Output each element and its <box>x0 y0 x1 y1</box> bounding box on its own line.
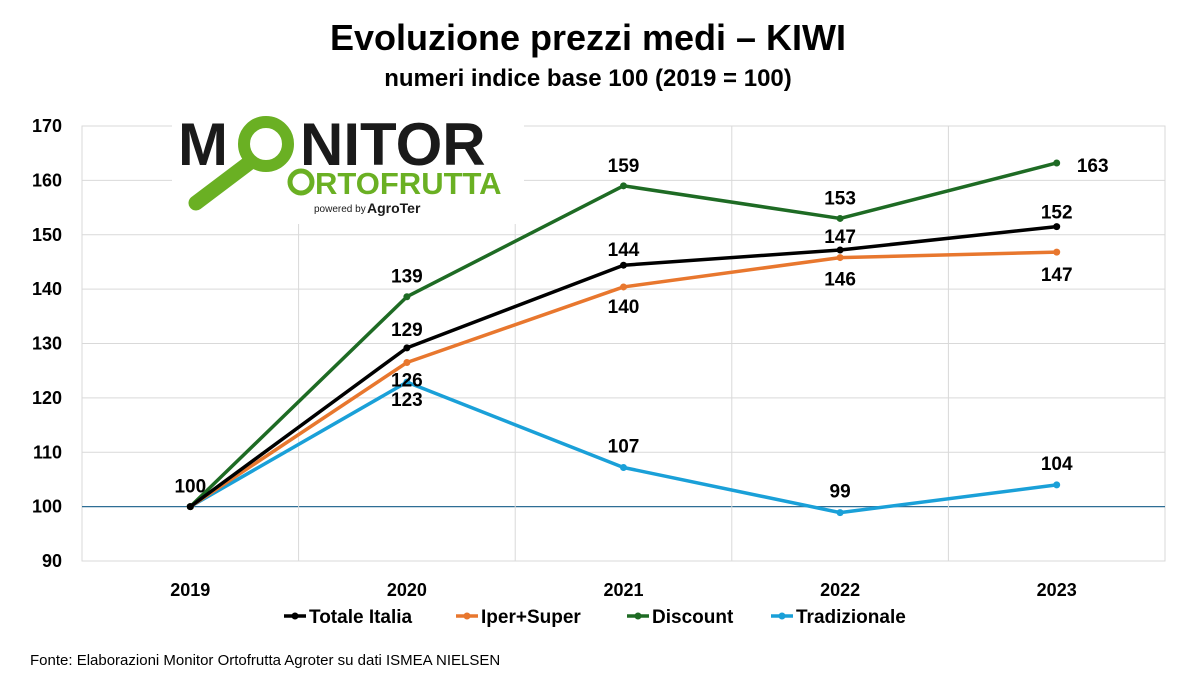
data-label: 152 <box>1041 203 1073 224</box>
data-label: 153 <box>824 188 856 209</box>
data-label: 126 <box>391 371 423 392</box>
chart-title: Evoluzione prezzi medi – KIWI <box>330 17 846 58</box>
data-labels: 100 129 144 147 152 126 140 146 147 139 159 153 163 1… <box>174 156 1108 503</box>
legend-label: Iper+Super <box>481 607 581 628</box>
data-label: 100 <box>174 477 206 498</box>
logo-o-circle <box>287 168 315 196</box>
data-label: 123 <box>391 390 423 411</box>
data-point <box>620 261 627 269</box>
logo-powered-by: powered by <box>314 204 366 215</box>
logo-background <box>172 108 524 224</box>
data-label: 146 <box>824 270 856 291</box>
y-tick-label: 110 <box>33 442 62 462</box>
legend-label: Totale Italia <box>309 607 413 628</box>
data-label: 144 <box>608 240 640 261</box>
data-label: 163 <box>1077 156 1109 177</box>
data-label: 107 <box>608 436 640 457</box>
x-axis: 2019 2020 2021 2022 2023 <box>170 580 1076 600</box>
x-tick-label: 2023 <box>1037 580 1077 600</box>
y-tick-label: 150 <box>32 225 62 245</box>
x-tick-label: 2022 <box>820 580 860 600</box>
series-lines <box>186 159 1061 517</box>
data-point <box>403 378 411 386</box>
gridlines <box>82 125 1165 562</box>
data-label: 147 <box>1041 265 1073 286</box>
magnifier-icon <box>188 116 294 211</box>
data-point <box>403 359 411 367</box>
y-axis: 90 100 110 120 130 140 150 160 170 <box>32 116 62 571</box>
data-label: 139 <box>391 267 423 288</box>
data-label: 147 <box>824 227 856 248</box>
y-tick-label: 90 <box>42 551 62 571</box>
y-tick-label: 100 <box>32 497 62 517</box>
data-label: 140 <box>608 297 640 318</box>
legend-swatch-marker <box>778 612 786 620</box>
logo-m-letter: M <box>178 111 228 178</box>
data-point <box>1053 223 1061 231</box>
legend-label: Tradizionale <box>796 607 906 628</box>
legend-swatch-marker <box>634 612 642 620</box>
y-tick-label: 140 <box>32 279 62 299</box>
data-point <box>1053 159 1061 167</box>
x-tick-label: 2021 <box>603 580 643 600</box>
legend: Totale Italia Iper+Super Discount Tradizion… <box>284 607 906 628</box>
data-point <box>403 344 411 352</box>
legend-label: Discount <box>652 607 734 628</box>
data-label: 129 <box>391 320 423 341</box>
y-tick-label: 160 <box>32 170 62 190</box>
data-label: 99 <box>830 482 851 503</box>
chart-subtitle: numeri indice base 100 (2019 = 100) <box>384 65 792 92</box>
x-tick-label: 2019 <box>170 580 210 600</box>
data-point <box>403 293 411 301</box>
data-point <box>620 182 627 190</box>
data-point <box>1053 481 1061 489</box>
data-point <box>620 463 627 471</box>
data-point <box>836 254 844 262</box>
data-point <box>1053 248 1061 256</box>
logo-agroter: AgroTer <box>367 200 421 216</box>
logo-ortofrutta-word: RTOFRUTTA <box>315 166 502 201</box>
data-point <box>620 283 627 291</box>
y-tick-label: 130 <box>32 334 62 354</box>
data-point <box>186 503 194 511</box>
data-label: 159 <box>608 156 640 177</box>
y-tick-label: 170 <box>32 116 62 136</box>
legend-swatch-marker <box>463 612 471 620</box>
y-tick-label: 120 <box>32 388 62 408</box>
monitor-ortofrutta-logo: M NITOR RTOFRUTTA powered by AgroTer <box>172 108 524 224</box>
source-note: Fonte: Elaborazioni Monitor Ortofrutta A… <box>30 652 500 669</box>
logo-monitor-word: NITOR <box>300 111 486 178</box>
data-point <box>836 214 844 222</box>
legend-swatch-marker <box>291 612 299 620</box>
data-point <box>836 509 844 517</box>
data-label: 104 <box>1041 454 1073 475</box>
data-point <box>836 246 844 254</box>
x-tick-label: 2020 <box>387 580 427 600</box>
